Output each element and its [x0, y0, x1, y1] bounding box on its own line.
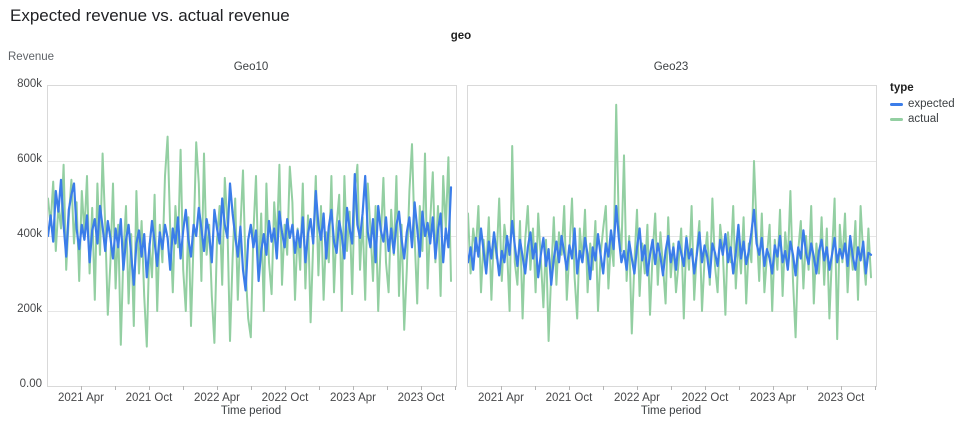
x-axis-geo23: 2021 Apr 2021 Oct 2022 Apr 2022 Oct 2023 Apr… — [467, 386, 877, 424]
x-tick — [875, 386, 876, 390]
legend: type expected actual — [890, 82, 955, 128]
x-tick-label: 2023 Apr — [749, 392, 797, 404]
x-tick — [421, 386, 422, 390]
x-tick — [569, 386, 570, 390]
x-tick-label: 2021 Apr — [57, 392, 105, 404]
x-tick-label: 2023 Apr — [329, 392, 377, 404]
legend-label: expected — [908, 98, 955, 110]
facet-title-geo23: Geo23 — [653, 61, 689, 73]
facet-group-header: geo — [450, 30, 472, 42]
x-tick — [637, 386, 638, 390]
facet-title-geo10: Geo10 — [233, 61, 269, 73]
line-series-expected — [468, 204, 873, 286]
line-series-expected — [48, 172, 453, 292]
line-series-actual — [48, 135, 452, 348]
legend-label: actual — [908, 113, 939, 125]
y-tick-label: 400k — [17, 228, 42, 240]
x-tick-label: 2021 Oct — [125, 392, 173, 404]
plot-area-geo10[interactable] — [47, 85, 457, 387]
legend-title: type — [890, 82, 914, 94]
x-tick — [535, 386, 536, 390]
gridline-600k — [48, 161, 456, 162]
x-tick-label: 2021 Apr — [477, 392, 525, 404]
x-tick — [671, 386, 672, 390]
x-tick-label: 2022 Oct — [681, 392, 729, 404]
x-tick — [773, 386, 774, 390]
x-axis-title-geo10: Time period — [220, 405, 282, 417]
x-tick — [285, 386, 286, 390]
gridline-400k — [468, 236, 876, 237]
legend-item-expected[interactable]: expected — [890, 98, 955, 110]
y-tick-label: 200k — [17, 303, 42, 315]
gridline-200k — [468, 311, 876, 312]
page-title: Expected revenue vs. actual revenue — [10, 6, 290, 25]
x-axis-title-geo23: Time period — [640, 405, 702, 417]
x-tick — [183, 386, 184, 390]
x-tick — [217, 386, 218, 390]
y-tick-label: 600k — [17, 153, 42, 165]
y-tick-label: 800k — [17, 78, 42, 90]
x-tick — [705, 386, 706, 390]
expected-line-swatch-icon — [890, 102, 903, 106]
actual-line-swatch-icon — [890, 117, 903, 121]
x-tick — [149, 386, 150, 390]
x-tick — [841, 386, 842, 390]
x-tick — [739, 386, 740, 390]
x-tick-label: 2021 Oct — [545, 392, 593, 404]
x-tick-label: 2023 Oct — [817, 392, 865, 404]
y-axis-title: Revenue — [8, 51, 55, 63]
x-tick — [319, 386, 320, 390]
x-tick-label: 2022 Apr — [613, 392, 661, 404]
line-chart-geo10[interactable] — [48, 86, 456, 386]
x-tick — [251, 386, 252, 390]
x-tick — [603, 386, 604, 390]
x-tick-label: 2022 Oct — [261, 392, 309, 404]
x-tick — [81, 386, 82, 390]
x-tick — [115, 386, 116, 390]
x-tick — [501, 386, 502, 390]
x-tick — [353, 386, 354, 390]
x-tick-label: 2022 Apr — [193, 392, 241, 404]
x-axis-geo10: 2021 Apr 2021 Oct 2022 Apr 2022 Oct 2023 Apr… — [47, 386, 457, 424]
line-series-actual — [468, 103, 872, 342]
plot-area-geo23[interactable] — [467, 85, 877, 387]
legend-item-actual[interactable]: actual — [890, 113, 955, 125]
x-tick — [455, 386, 456, 390]
x-tick — [807, 386, 808, 390]
x-tick — [387, 386, 388, 390]
gridline-600k — [468, 161, 876, 162]
x-tick-label: 2023 Oct — [397, 392, 445, 404]
y-tick-label: 0.00 — [19, 378, 42, 390]
line-chart-geo23[interactable] — [468, 86, 876, 386]
